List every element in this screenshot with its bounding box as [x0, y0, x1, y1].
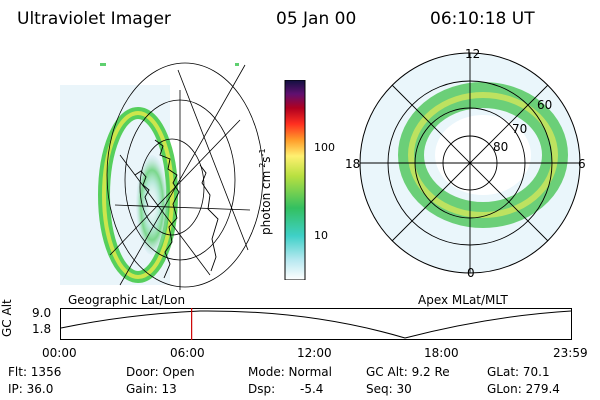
- altitude-plot: [60, 308, 572, 340]
- colorbar-unit-label: photon cm-2s-1: [258, 148, 273, 235]
- left-panel-label: Geographic Lat/Lon: [68, 293, 186, 307]
- lat-label-70: 70: [512, 122, 528, 136]
- mlt-label-left: 18: [345, 157, 361, 171]
- seq-info: Seq: 30: [366, 382, 412, 396]
- lat-label-80: 80: [493, 140, 509, 154]
- gain-info: Gain: 13: [126, 382, 177, 396]
- colorbar-tick-low: 10: [314, 229, 328, 242]
- mlt-label-right: 6: [578, 157, 586, 171]
- date-label: 05 Jan 00: [276, 9, 357, 29]
- glon-info: GLon: 279.4: [487, 382, 560, 396]
- instrument-title: Ultraviolet Imager: [17, 9, 171, 29]
- altitude-ymax: 9.0: [32, 306, 52, 320]
- polar-plot: [359, 52, 581, 274]
- door-info: Door: Open: [126, 365, 195, 379]
- gc-alt-info: GC Alt: 9.2 Re: [366, 365, 450, 379]
- time-label: 06:10:18 UT: [430, 9, 535, 29]
- time-tick-2: 12:00: [297, 346, 332, 360]
- altitude-ymin: 1.8: [32, 322, 52, 336]
- time-tick-3: 18:00: [424, 346, 459, 360]
- lat-label-60: 60: [537, 98, 553, 112]
- mlt-label-bottom: 0: [467, 266, 475, 280]
- mlt-label-top: 12: [465, 47, 481, 61]
- ip-info: IP: 36.0: [8, 382, 54, 396]
- colorbar: [284, 80, 306, 280]
- altitude-axis-label: GC Alt: [0, 299, 14, 337]
- dsp-label: Dsp:: [248, 382, 276, 396]
- coastline: [154, 139, 180, 279]
- glat-info: GLat: 70.1: [487, 365, 550, 379]
- altitude-curve: [60, 310, 572, 339]
- flt-info: Flt: 1356: [8, 365, 62, 379]
- time-tick-0: 00:00: [42, 346, 77, 360]
- colorbar-tick-high: 100: [314, 141, 335, 154]
- dsp-value: -5.4: [300, 382, 324, 396]
- geographic-map: [60, 62, 264, 290]
- time-tick-1: 06:00: [170, 346, 205, 360]
- mode-info: Mode: Normal: [248, 365, 332, 379]
- time-tick-4: 23:59: [553, 346, 588, 360]
- right-panel-label: Apex MLat/MLT: [418, 293, 508, 307]
